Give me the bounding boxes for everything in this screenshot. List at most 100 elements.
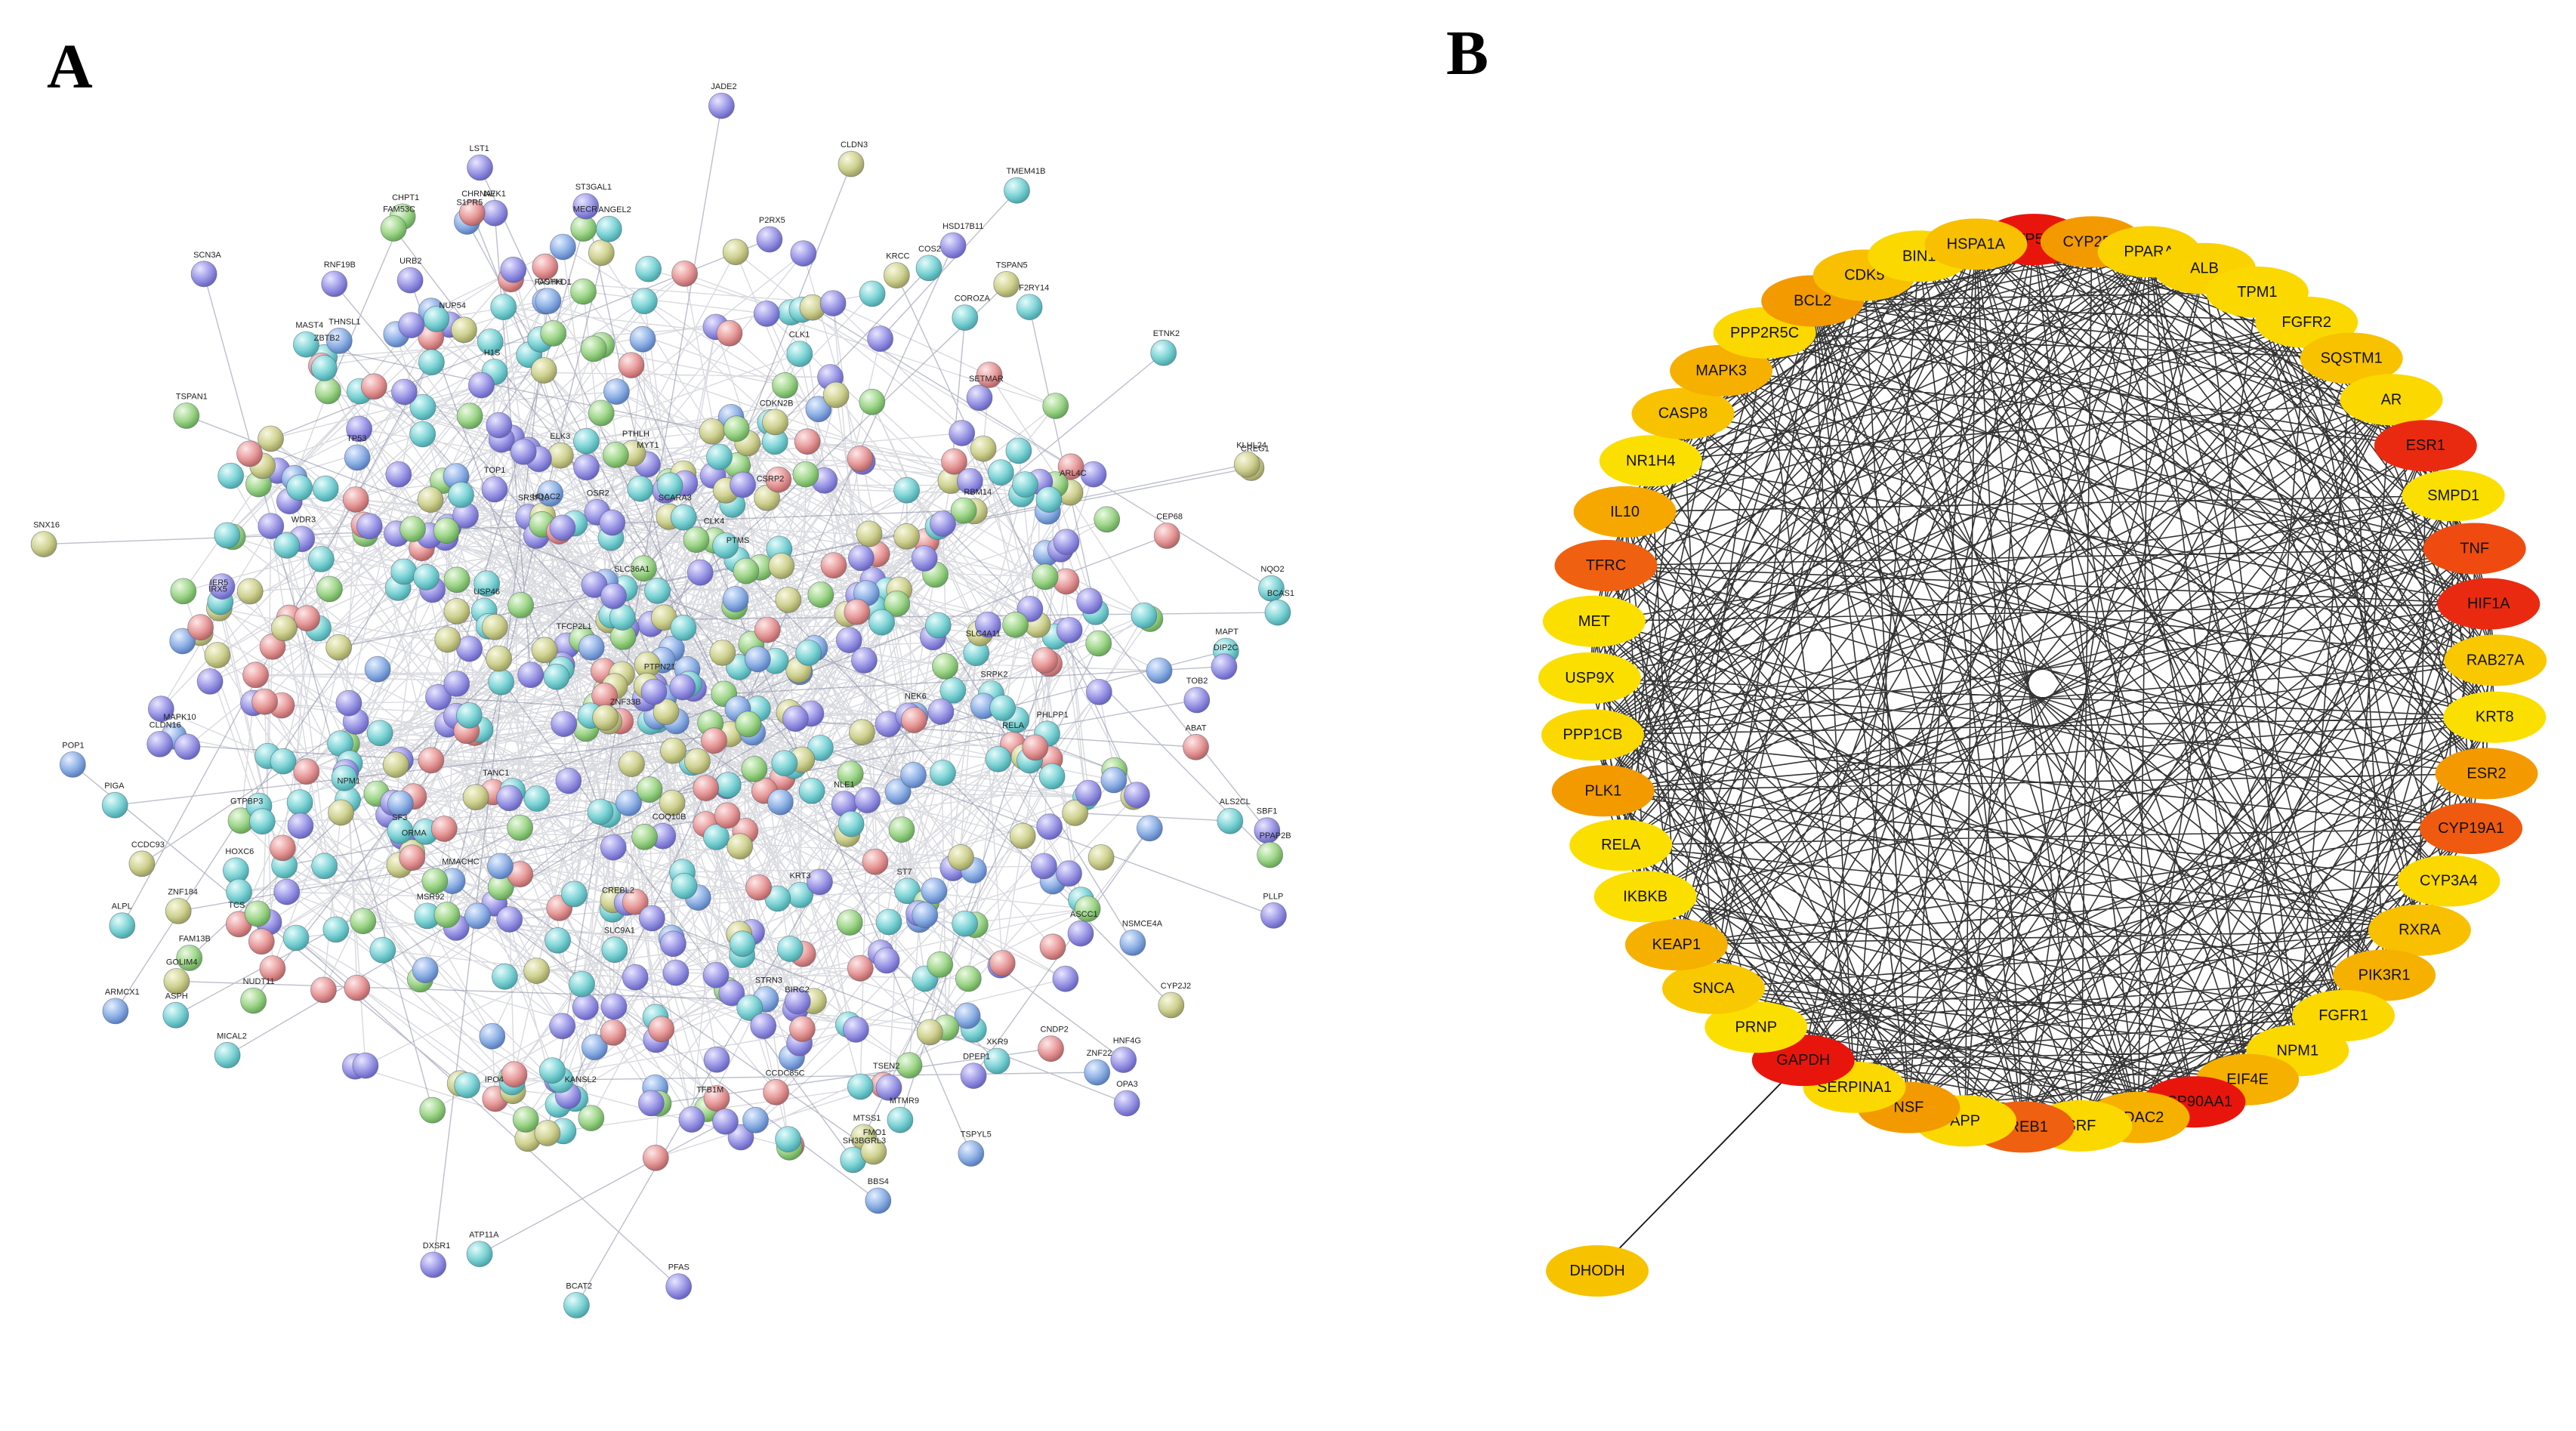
protein-node bbox=[413, 563, 440, 591]
protein-node bbox=[1260, 902, 1287, 929]
gene-label: PHLPP1 bbox=[1037, 711, 1069, 720]
hub-node-label: PIK3R1 bbox=[2359, 967, 2411, 984]
hub-node-usp9x: USP9X bbox=[1538, 652, 1641, 704]
gene-label: DIP2C bbox=[1214, 643, 1238, 652]
protein-node bbox=[396, 267, 424, 294]
protein-node bbox=[669, 674, 696, 701]
hub-node-hif1a: HIF1A bbox=[2437, 578, 2541, 630]
protein-node bbox=[128, 850, 156, 877]
protein-node bbox=[286, 474, 313, 501]
protein-node bbox=[570, 278, 597, 305]
protein-node bbox=[798, 777, 825, 804]
protein-node bbox=[1057, 453, 1084, 480]
protein-node bbox=[501, 1061, 528, 1088]
gene-label: NEK1 bbox=[484, 190, 506, 199]
protein-node bbox=[1146, 657, 1173, 684]
protein-node bbox=[893, 523, 920, 550]
protein-node bbox=[644, 577, 671, 604]
protein-node bbox=[109, 912, 136, 939]
protein-node bbox=[1056, 860, 1082, 887]
protein-node bbox=[744, 646, 771, 673]
protein-node bbox=[948, 843, 974, 871]
protein-node bbox=[601, 936, 628, 964]
gene-label: CCDC85C bbox=[766, 1069, 805, 1078]
protein-node bbox=[236, 440, 263, 467]
hub-node-pik3r1: PIK3R1 bbox=[2333, 949, 2436, 1001]
gene-label: RELA bbox=[1002, 721, 1024, 730]
protein-node bbox=[771, 750, 798, 776]
protein-node bbox=[346, 415, 373, 443]
gene-label: SF3 bbox=[392, 813, 407, 822]
gene-label: DXSR1 bbox=[423, 1241, 451, 1251]
protein-node bbox=[433, 517, 460, 544]
protein-node bbox=[1038, 763, 1066, 790]
hub-node-keap1: KEAP1 bbox=[1624, 919, 1728, 970]
protein-node bbox=[639, 905, 665, 932]
hub-node-rela: RELA bbox=[1569, 819, 1673, 871]
protein-node bbox=[412, 957, 439, 983]
gene-label: S1PR5 bbox=[456, 198, 483, 207]
protein-node bbox=[782, 705, 809, 732]
protein-node bbox=[344, 444, 371, 471]
protein-node bbox=[975, 611, 1001, 638]
protein-node bbox=[1150, 339, 1177, 366]
protein-node bbox=[500, 256, 527, 283]
protein-node bbox=[523, 958, 550, 984]
protein-node bbox=[387, 817, 414, 844]
protein-node bbox=[293, 758, 320, 785]
gene-label: CLK4 bbox=[704, 517, 725, 526]
protein-node bbox=[932, 652, 958, 680]
protein-node bbox=[1183, 733, 1209, 760]
protein-node bbox=[790, 240, 817, 267]
protein-node bbox=[712, 1108, 739, 1135]
hub-node-snca: SNCA bbox=[1662, 962, 1765, 1014]
gene-label: ASCC1 bbox=[1070, 910, 1098, 919]
gene-label: ANGEL2 bbox=[598, 205, 631, 214]
hub-node-label: ESR1 bbox=[2406, 437, 2445, 454]
gene-label: PTHLH bbox=[622, 430, 649, 439]
protein-node bbox=[742, 1106, 769, 1133]
protein-node bbox=[631, 288, 658, 315]
protein-node bbox=[671, 872, 698, 899]
protein-node bbox=[703, 1046, 730, 1073]
protein-node bbox=[847, 445, 874, 472]
protein-node bbox=[512, 1106, 539, 1133]
protein-node bbox=[549, 514, 576, 541]
protein-node bbox=[911, 545, 938, 572]
protein-node bbox=[807, 581, 835, 608]
gene-label: SLC4A11 bbox=[966, 630, 1001, 639]
protein-node bbox=[952, 910, 979, 937]
protein-node bbox=[1113, 1090, 1140, 1117]
protein-node bbox=[468, 372, 495, 399]
protein-node bbox=[838, 150, 865, 177]
protein-node bbox=[1035, 486, 1063, 513]
hub-node-label: HSPA1A bbox=[1947, 236, 2006, 252]
protein-node bbox=[487, 853, 514, 880]
protein-node bbox=[792, 461, 819, 488]
protein-node bbox=[530, 357, 557, 384]
protein-node bbox=[455, 702, 483, 729]
protein-node bbox=[927, 699, 955, 725]
protein-node bbox=[602, 442, 629, 468]
protein-node bbox=[356, 513, 383, 540]
gene-label: SRPK2 bbox=[980, 671, 1007, 680]
gene-label: KANSL2 bbox=[565, 1075, 597, 1084]
gene-label: P2RX5 bbox=[759, 216, 785, 225]
protein-node bbox=[950, 497, 977, 524]
hub-node-label: PPP2R5C bbox=[1730, 325, 1799, 341]
protein-node bbox=[927, 951, 954, 978]
gene-label: ZBTB2 bbox=[314, 334, 340, 343]
protein-node bbox=[640, 678, 668, 705]
gene-label: TSPAN5 bbox=[996, 261, 1028, 270]
gene-label: COS2 bbox=[918, 245, 941, 254]
protein-node bbox=[1153, 523, 1180, 549]
protein-node bbox=[187, 614, 214, 641]
hub-node-label: GAPDH bbox=[1776, 1052, 1830, 1069]
protein-node bbox=[385, 461, 412, 488]
gene-label: PTPN21 bbox=[644, 663, 676, 672]
gene-label: CLDN16 bbox=[150, 720, 181, 729]
gene-label: CNDP2 bbox=[1041, 1025, 1069, 1035]
gene-label: TMEM41B bbox=[1007, 167, 1046, 176]
protein-node bbox=[1036, 813, 1063, 840]
hub-node-label: CYP3A4 bbox=[2420, 873, 2478, 890]
